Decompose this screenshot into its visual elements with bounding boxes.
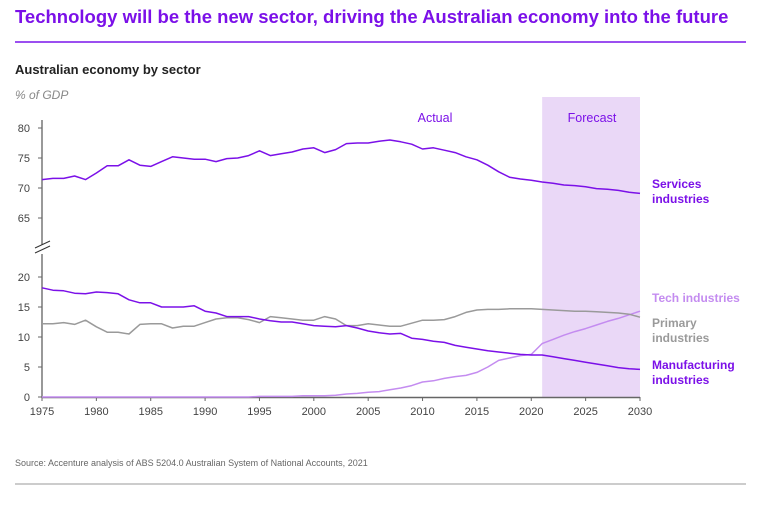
page-title: Technology will be the new sector, drivi… <box>15 6 728 27</box>
y-tick-label: 10 <box>18 332 30 344</box>
series-label: Primary <box>652 316 697 330</box>
series-line-services-industries <box>41 139 641 195</box>
x-tick-label: 1995 <box>247 406 271 418</box>
y-tick-label: 70 <box>18 183 30 195</box>
series-line-primary-industries <box>42 308 641 335</box>
series-line-tech-industries <box>42 310 641 398</box>
y-tick-label: 65 <box>18 213 30 225</box>
y-axis-label: % of GDP <box>15 88 68 102</box>
forecast-annotation: Forecast <box>568 111 617 125</box>
x-tick-label: 2000 <box>302 406 326 418</box>
y-tick-label: 20 <box>18 272 30 284</box>
series-line-manufacturing-industries <box>41 287 641 371</box>
x-tick-label: 1985 <box>138 406 162 418</box>
chart-title: Australian economy by sector <box>15 62 201 77</box>
series-label: industries <box>652 373 710 387</box>
x-tick-label: 2030 <box>628 406 652 418</box>
x-tick-label: 1975 <box>30 406 54 418</box>
x-tick-label: 2010 <box>410 406 434 418</box>
x-tick-label: 1980 <box>84 406 108 418</box>
source-note: Source: Accenture analysis of ABS 5204.0… <box>15 458 368 468</box>
y-tick-label: 0 <box>24 392 30 404</box>
axis-break-mark <box>34 245 51 254</box>
x-tick-label: 2015 <box>465 406 489 418</box>
x-tick-label: 2025 <box>573 406 597 418</box>
x-tick-label: 2020 <box>519 406 543 418</box>
series-label: Manufacturing <box>652 358 735 372</box>
forecast-band <box>542 97 640 397</box>
series-label: industries <box>652 331 710 345</box>
y-tick-label: 5 <box>24 362 30 374</box>
series-label: Services <box>652 177 702 191</box>
y-tick-label: 75 <box>18 153 30 165</box>
series-label: industries <box>652 192 710 206</box>
actual-annotation: Actual <box>418 111 453 125</box>
y-tick-label: 80 <box>18 123 30 135</box>
axis-break-mark <box>34 240 51 249</box>
x-tick-label: 1990 <box>193 406 217 418</box>
x-tick-label: 2005 <box>356 406 380 418</box>
y-tick-label: 15 <box>18 302 30 314</box>
series-label: Tech industries <box>652 291 740 305</box>
